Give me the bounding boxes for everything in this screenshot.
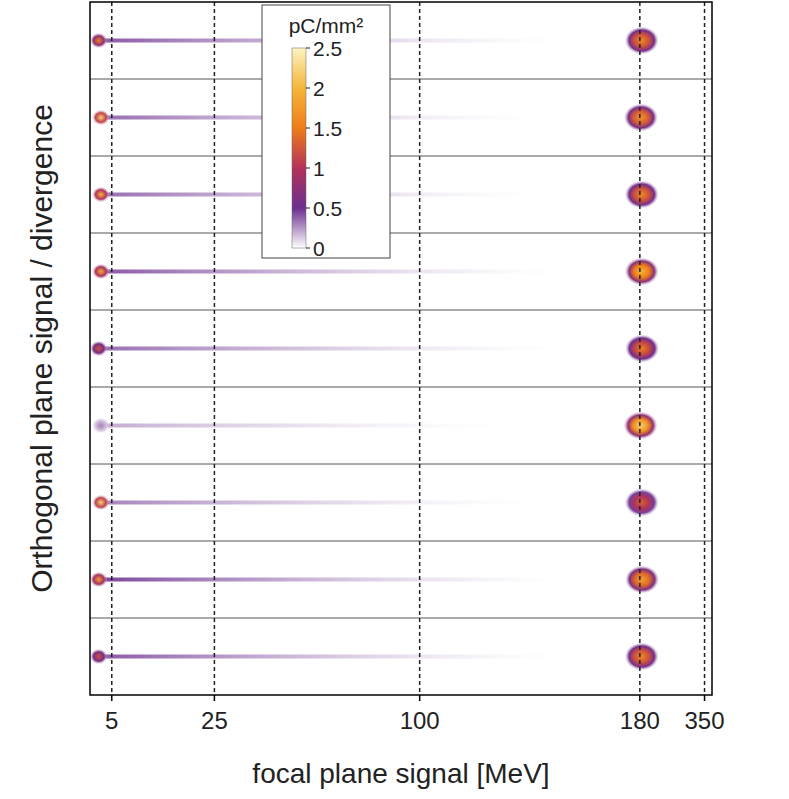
tail — [99, 655, 558, 659]
tick-label: 25 — [201, 707, 228, 734]
peak-spot — [625, 566, 659, 594]
y-axis-title: Orthogonal plane signal / divergence — [25, 104, 58, 593]
grid-line — [704, 2, 706, 695]
colorbar-tick — [306, 88, 310, 89]
low-energy-spot — [90, 341, 108, 357]
row-separator — [90, 464, 712, 465]
colorbar-tick — [306, 48, 310, 49]
row-separator — [90, 310, 712, 311]
colorbar-tick-label: 0.5 — [313, 197, 342, 220]
tail — [99, 347, 558, 351]
grid-line — [639, 2, 641, 695]
tail — [101, 501, 530, 505]
row-separator — [90, 156, 712, 157]
row-separator — [90, 79, 712, 80]
peak-spot — [625, 643, 659, 671]
peak-spot — [624, 412, 658, 440]
low-energy-spot — [90, 33, 108, 49]
low-energy-spot — [92, 264, 110, 280]
low-energy-spot — [90, 649, 108, 665]
low-energy-spot — [92, 418, 110, 434]
frame — [90, 2, 712, 695]
peak-spot — [625, 27, 659, 55]
tail — [101, 424, 502, 428]
row-separator — [90, 387, 712, 388]
colorbar — [292, 48, 306, 248]
tick-label: 5 — [105, 707, 118, 734]
x-axis-title: focal plane signal [MeV] — [252, 758, 549, 789]
peak-spot — [625, 489, 659, 517]
colorbar-tick — [306, 128, 310, 129]
row-separator — [90, 233, 712, 234]
plot-background — [90, 2, 712, 695]
low-energy-spot — [92, 187, 110, 203]
tick — [419, 695, 421, 701]
chart: 5 25 100 180 350 focal plane signal [MeV] Orth… — [0, 0, 789, 799]
row-separator — [90, 618, 712, 619]
low-energy-spot — [90, 572, 108, 588]
tick-label: 180 — [620, 707, 660, 734]
grid-line — [419, 2, 421, 695]
peak-spot — [625, 335, 659, 363]
tick — [639, 695, 641, 701]
tick-label: 350 — [685, 707, 725, 734]
colorbar-tick-label: 1.5 — [313, 117, 342, 140]
tail — [101, 270, 557, 274]
tick — [214, 695, 216, 701]
colorbar-tick-label: 0 — [313, 237, 325, 260]
colorbar-tick-label: 2.5 — [313, 37, 342, 60]
row-separator — [90, 541, 712, 542]
grid-line — [214, 2, 216, 695]
tail — [99, 578, 558, 582]
colorbar-label: pC/mm² — [289, 14, 364, 37]
tick — [111, 695, 113, 701]
low-energy-spot — [92, 110, 110, 126]
colorbar-tick-label: 2 — [313, 77, 325, 100]
colorbar-tick — [306, 208, 310, 209]
tick — [704, 695, 706, 701]
colorbar-tick-label: 1 — [313, 157, 325, 180]
peak-spot — [624, 104, 658, 132]
colorbar-tick — [306, 168, 310, 169]
colorbar-box — [262, 5, 390, 258]
peak-spot — [625, 181, 659, 209]
colorbar-tick — [306, 248, 310, 249]
low-energy-spot — [92, 495, 110, 511]
grid-line — [111, 2, 113, 695]
peak-spot — [625, 258, 659, 286]
tick-label: 100 — [400, 707, 440, 734]
